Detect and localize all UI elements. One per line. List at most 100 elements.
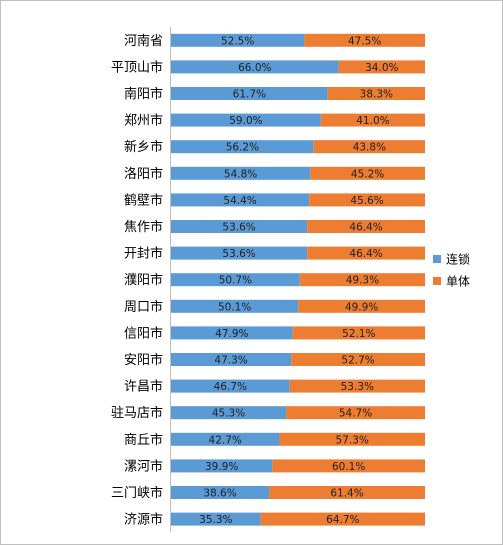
bar-single: [338, 60, 425, 74]
data-label: 56.2%: [226, 142, 259, 154]
data-label: 47.3%: [214, 355, 247, 367]
category-label: 新乡市: [124, 139, 163, 155]
data-label: 49.3%: [346, 275, 379, 287]
bar-single: [320, 113, 425, 127]
category-label: 平顶山市: [111, 59, 163, 75]
data-label: 64.7%: [326, 514, 359, 526]
data-label: 45.6%: [350, 195, 383, 207]
bar-single: [298, 299, 425, 313]
bar-chain: [171, 60, 339, 74]
data-label: 57.3%: [336, 434, 369, 446]
data-label: 54.8%: [224, 168, 257, 180]
data-label: 38.6%: [203, 488, 236, 500]
labels-layer: 河南省 52.5% 47.5% 平顶山市 66.0% 34.0% 南阳市 61.7% 38.3%…: [111, 33, 399, 528]
bar-chain: [171, 432, 280, 446]
data-label: 38.3%: [360, 89, 393, 101]
bar-chain: [171, 299, 299, 313]
bar-chain: [171, 193, 310, 207]
category-label: 郑州市: [124, 113, 163, 129]
bar-chain: [171, 166, 311, 180]
bar-single: [272, 459, 425, 473]
category-label: 南阳市: [124, 86, 163, 102]
category-label: 济源市: [124, 512, 163, 528]
bar-single: [307, 220, 425, 233]
data-label: 35.3%: [199, 514, 232, 526]
data-label: 54.4%: [223, 195, 256, 207]
data-label: 61.7%: [233, 89, 266, 101]
category-label: 开封市: [124, 246, 163, 262]
category-label: 许昌市: [124, 379, 163, 395]
data-label: 50.1%: [218, 301, 251, 313]
bar-single: [279, 432, 425, 446]
bar-chain: [171, 140, 314, 154]
bar-chain: [171, 326, 293, 340]
bar-single: [289, 379, 425, 393]
bar-single: [310, 166, 425, 180]
data-label: 52.1%: [342, 328, 375, 340]
legend-swatch: [433, 277, 441, 285]
bar-chain: [171, 87, 328, 100]
bar-single: [327, 87, 425, 100]
legend-label: 连锁: [446, 252, 470, 267]
bar-chain: [171, 113, 321, 127]
data-label: 46.4%: [349, 248, 382, 260]
bar-single: [299, 273, 425, 287]
data-label: 53.6%: [222, 248, 255, 260]
data-label: 34.0%: [365, 62, 398, 74]
category-label: 河南省: [124, 33, 163, 49]
bar-chain: [171, 246, 308, 260]
bars-layer: [171, 33, 425, 526]
bar-chain: [171, 512, 261, 526]
data-label: 46.7%: [214, 381, 247, 393]
bar-single: [313, 140, 425, 154]
bar-chain: [171, 220, 308, 233]
data-label: 50.7%: [219, 275, 252, 287]
category-label: 周口市: [124, 299, 163, 315]
data-label: 54.7%: [339, 408, 372, 420]
category-label: 信阳市: [124, 325, 163, 341]
bar-single: [307, 246, 425, 260]
data-label: 47.5%: [348, 35, 381, 47]
bar-chain: [171, 273, 300, 287]
data-label: 52.5%: [221, 35, 254, 47]
data-label: 47.9%: [215, 328, 248, 340]
bar-chain: [171, 353, 292, 366]
bar-chain: [171, 486, 270, 499]
bar-single: [260, 512, 425, 526]
category-label: 洛阳市: [124, 166, 163, 182]
category-label: 驻马店市: [111, 405, 163, 421]
bar-chain: [171, 406, 287, 420]
bar-chain: [171, 459, 273, 473]
data-label: 43.8%: [353, 142, 386, 154]
data-label: 45.2%: [351, 168, 384, 180]
data-label: 49.9%: [345, 301, 378, 313]
category-label: 漯河市: [124, 458, 163, 474]
legend-label: 单体: [446, 275, 470, 289]
legend-swatch: [433, 255, 441, 263]
category-label: 鹤壁市: [124, 192, 163, 208]
bar-chain: [171, 33, 305, 47]
data-label: 53.3%: [341, 381, 374, 393]
data-label: 41.0%: [356, 115, 389, 127]
bar-single: [291, 353, 425, 366]
data-label: 61.4%: [330, 488, 363, 500]
bar-chain: [171, 379, 290, 393]
data-label: 42.7%: [209, 434, 242, 446]
category-label: 安阳市: [124, 352, 163, 368]
data-label: 52.7%: [341, 355, 374, 367]
bar-single: [309, 193, 425, 207]
category-label: 焦作市: [124, 219, 163, 235]
data-label: 45.3%: [212, 408, 245, 420]
category-label: 濮阳市: [124, 272, 163, 288]
data-label: 39.9%: [205, 461, 238, 473]
data-label: 46.4%: [349, 222, 382, 234]
data-label: 59.0%: [229, 115, 262, 127]
bar-single: [304, 33, 425, 47]
bar-single: [286, 406, 425, 420]
category-label: 三门峡市: [111, 485, 163, 501]
data-label: 53.6%: [222, 222, 255, 234]
data-label: 66.0%: [238, 62, 271, 74]
bar-single: [292, 326, 425, 340]
